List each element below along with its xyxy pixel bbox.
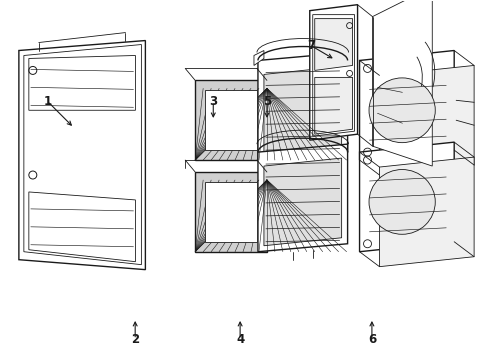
Text: 7: 7 [307,39,315,52]
Polygon shape [315,77,353,134]
Polygon shape [372,0,432,166]
Bar [205,90,257,150]
Polygon shape [29,55,135,110]
Ellipse shape [369,170,435,234]
Text: 3: 3 [209,95,218,108]
Polygon shape [258,144,347,252]
Polygon shape [264,67,342,154]
Polygon shape [258,53,347,160]
Text: 2: 2 [131,333,139,346]
Text: 6: 6 [368,333,376,346]
Text: 1: 1 [43,95,51,108]
Ellipse shape [369,78,435,143]
Bar [195,172,267,252]
Polygon shape [360,50,454,160]
Polygon shape [379,157,474,267]
Bar [205,182,257,242]
Polygon shape [264,158,342,246]
Polygon shape [310,5,358,140]
Text: 5: 5 [263,95,271,108]
Polygon shape [342,36,352,50]
Polygon shape [315,19,353,71]
Polygon shape [360,142,454,252]
Polygon shape [379,66,474,175]
Polygon shape [29,192,135,262]
Bar [195,80,267,160]
Polygon shape [19,41,146,270]
Polygon shape [254,50,264,66]
Text: 4: 4 [236,333,244,346]
